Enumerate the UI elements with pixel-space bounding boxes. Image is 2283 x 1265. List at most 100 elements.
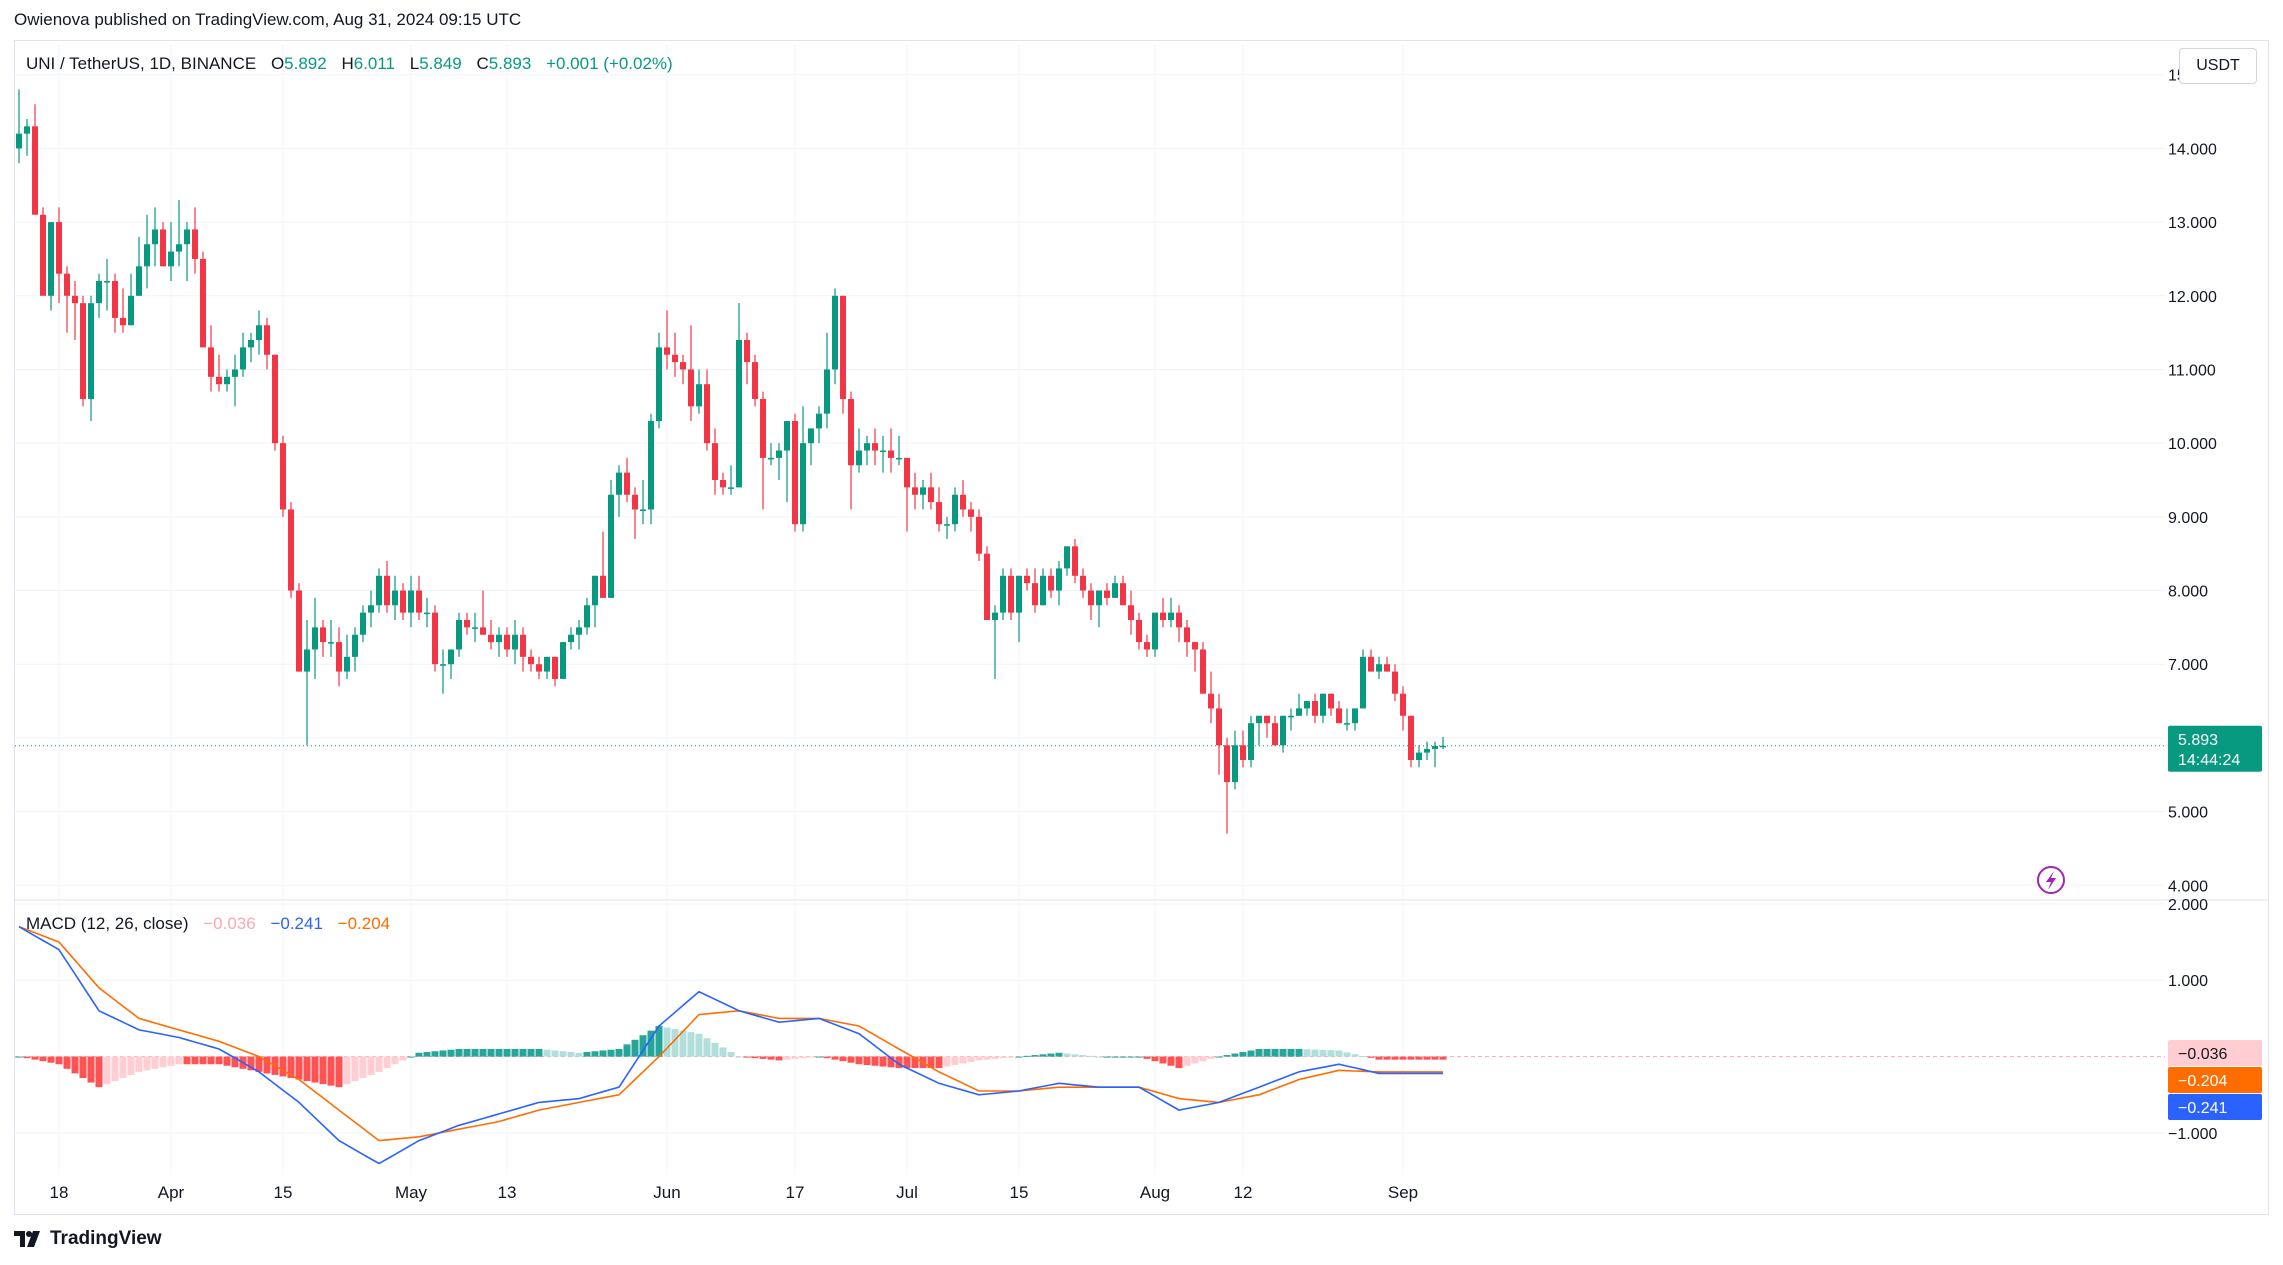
macd-histogram-bar: [559, 1051, 567, 1057]
macd-hist-value: −0.036: [203, 914, 256, 933]
macd-histogram-bar: [311, 1056, 319, 1083]
high-value: 6.011: [353, 54, 396, 73]
candle-body: [928, 487, 934, 503]
candle-body: [200, 258, 206, 348]
candle-body: [1248, 723, 1254, 760]
macd-histogram-bar: [1071, 1054, 1079, 1057]
candle-body: [536, 664, 542, 672]
candle-body: [960, 494, 966, 510]
candle-body: [1144, 642, 1150, 650]
macd-histogram-bar: [1007, 1056, 1015, 1058]
macd-histogram-bar: [1335, 1050, 1343, 1057]
macd-value-badge-box: [2168, 1094, 2262, 1120]
macd-signal-value: −0.204: [337, 914, 391, 933]
macd-histogram-bar: [719, 1047, 727, 1057]
price-tick-label: 13.000: [2168, 215, 2217, 232]
macd-histogram-bar: [151, 1056, 159, 1069]
candle-body: [64, 273, 70, 296]
chart-frame: [14, 40, 2269, 1215]
candle-body: [760, 398, 766, 458]
macd-histogram-bar: [775, 1056, 783, 1061]
macd-histogram-bar: [103, 1056, 111, 1085]
macd-histogram-bar: [79, 1056, 87, 1078]
candle-body: [16, 133, 22, 149]
macd-histogram-bar: [975, 1056, 983, 1061]
macd-histogram-bar: [1279, 1048, 1287, 1057]
candle-body: [136, 266, 142, 296]
candle-body: [1192, 642, 1198, 650]
macd-histogram-bar: [135, 1056, 143, 1072]
time-tick-label: 13: [498, 1183, 517, 1202]
candle-body: [1256, 715, 1262, 724]
macd-histogram-bar: [623, 1044, 631, 1057]
time-tick-label: 15: [274, 1183, 293, 1202]
candle-body: [1008, 575, 1014, 613]
macd-histogram-bar: [63, 1056, 71, 1069]
macd-histogram-bar: [159, 1056, 167, 1068]
macd-histogram-bar: [799, 1056, 807, 1059]
last-price-badge-text: 5.893: [2178, 732, 2218, 749]
candle-body: [184, 229, 190, 245]
candle-body: [40, 214, 46, 296]
macd-histogram-bar: [535, 1048, 543, 1057]
macd-histogram-bar: [1079, 1055, 1087, 1057]
price-tick-label: 9.000: [2168, 510, 2208, 527]
time-tick-label: Sep: [1388, 1183, 1418, 1202]
tradingview-brand: TradingView: [14, 1228, 162, 1250]
macd-histogram-bar: [711, 1042, 719, 1057]
macd-histogram-bar: [1207, 1056, 1215, 1059]
candle-body: [1272, 723, 1278, 746]
candle-body: [1056, 568, 1062, 591]
macd-histogram-bar: [911, 1056, 919, 1069]
macd-histogram-bar: [383, 1056, 391, 1069]
macd-tick-label: −1.000: [2168, 1126, 2217, 1143]
price-tick-label: 12.000: [2168, 289, 2217, 306]
macd-histogram-bar: [1063, 1053, 1071, 1057]
candle-body: [240, 347, 246, 370]
candle-body: [744, 340, 750, 363]
candle-body: [1320, 693, 1326, 716]
macd-histogram-bar: [751, 1056, 759, 1059]
macd-histogram-bar: [1111, 1056, 1119, 1058]
candle-body: [800, 443, 806, 525]
macd-histogram-bar: [351, 1056, 359, 1082]
macd-histogram-bar: [215, 1056, 223, 1065]
macd-histogram-bar: [927, 1056, 935, 1069]
macd-histogram-bar: [1375, 1056, 1383, 1060]
candle-body: [480, 627, 486, 635]
candle-body: [1176, 612, 1182, 628]
candle-body: [248, 340, 254, 348]
candle-body: [1184, 627, 1190, 643]
candle-body: [832, 295, 838, 370]
candle-body: [544, 656, 550, 672]
macd-histogram-bar: [607, 1049, 615, 1057]
currency-button[interactable]: USDT: [2179, 48, 2257, 84]
macd-histogram-bar: [823, 1056, 831, 1059]
macd-histogram-bar: [879, 1056, 887, 1067]
signal-value-badge-box: [2168, 1067, 2262, 1093]
macd-histogram-bar: [1087, 1055, 1095, 1057]
macd-histogram-bar: [1319, 1049, 1327, 1057]
candle-body: [1336, 708, 1342, 724]
candle-body: [808, 428, 814, 444]
candle-body: [1232, 745, 1238, 783]
macd-histogram-bar: [519, 1048, 527, 1057]
candle-body: [56, 222, 62, 274]
candle-body: [160, 229, 166, 267]
grid-lines: [15, 45, 2268, 1175]
macd-histogram-bar: [591, 1051, 599, 1057]
last-price-badge: 5.893 14:44:24: [2168, 725, 2262, 772]
macd-value-badge: −0.241: [2168, 1094, 2262, 1120]
candle-body: [1032, 583, 1038, 606]
lightning-icon-bolt: [2046, 871, 2056, 890]
symbol-name: UNI / TetherUS, 1D, BINANCE: [26, 54, 257, 73]
macd-histogram-bar: [831, 1056, 839, 1060]
macd-histogram-bar: [1119, 1056, 1127, 1058]
price-tick-label: 5.000: [2168, 805, 2208, 822]
macd-histogram-bar: [327, 1056, 335, 1086]
candle-body: [1296, 708, 1302, 716]
macd-histogram-bar: [695, 1033, 703, 1057]
candle-body: [520, 634, 526, 657]
candle-body: [1400, 693, 1406, 716]
